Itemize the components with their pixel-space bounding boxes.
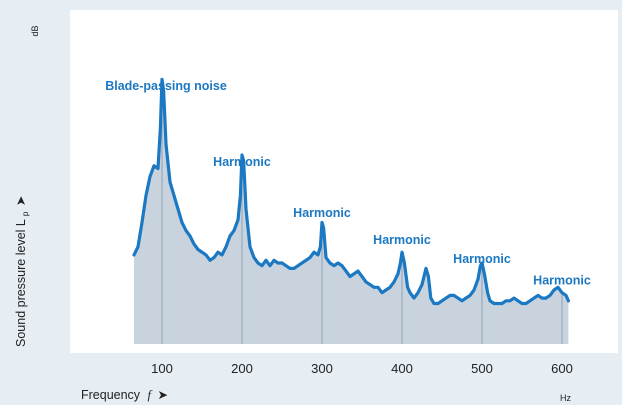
x-tick-label: 600 — [551, 361, 573, 376]
x-tick-label: 200 — [231, 361, 253, 376]
y-axis-title: Sound pressure level L — [14, 219, 28, 347]
x-axis-symbol: f — [148, 388, 153, 402]
peak-annotation: Harmonic — [453, 252, 511, 266]
x-tick-labels: 100 200 300 400 500 600 — [151, 361, 573, 376]
x-tick-label: 300 — [311, 361, 333, 376]
spectrum-line — [132, 77, 570, 306]
x-tick-label: 500 — [471, 361, 493, 376]
peak-annotation: Harmonic — [293, 206, 351, 220]
annotations: Blade-passing noise Harmonic Harmonic Harmo… — [105, 79, 591, 287]
spectrum-fill — [134, 79, 569, 345]
spectrum-area — [132, 77, 570, 345]
y-axis-subscript: p — [21, 211, 30, 216]
x-tick-label: 400 — [391, 361, 413, 376]
x-axis-arrow-icon: ➤ — [158, 388, 169, 402]
peak-annotation: Harmonic — [533, 274, 591, 288]
peak-annotation: Blade-passing noise — [105, 79, 227, 93]
x-axis-label: Frequency f ➤ — [81, 388, 169, 402]
peak-annotation: Harmonic — [213, 155, 271, 169]
peak-annotation: Harmonic — [373, 233, 431, 247]
y-axis-label: Sound pressure level L p ➤ — [14, 195, 31, 347]
x-unit-label: Hz — [560, 393, 571, 403]
x-tick-label: 100 — [151, 361, 173, 376]
x-axis-title: Frequency — [81, 388, 141, 402]
y-unit-label: dB — [30, 25, 40, 36]
y-axis-arrow-icon: ➤ — [14, 195, 28, 206]
